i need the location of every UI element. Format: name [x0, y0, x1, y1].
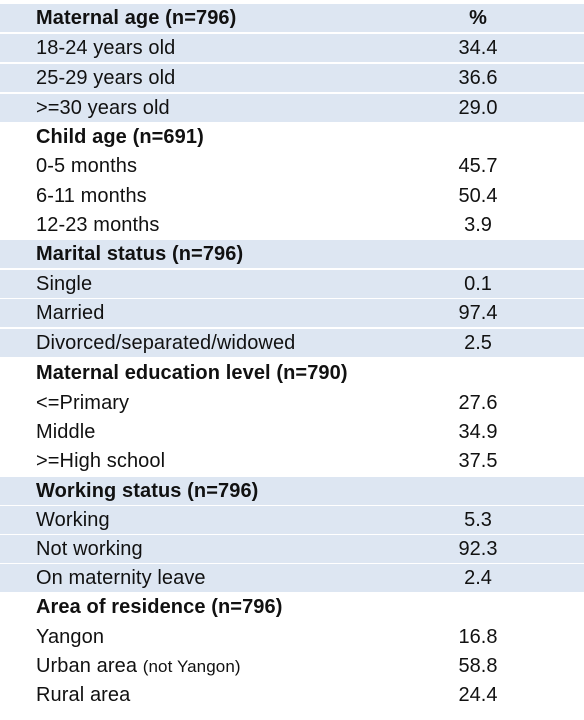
row-value: 2.5	[464, 331, 492, 354]
row-value: 92.3	[458, 537, 498, 560]
row-label: Yangon	[36, 625, 105, 648]
row-value: 97.4	[458, 301, 498, 324]
table-row: Urban area (not Yangon) 58.8	[0, 652, 584, 680]
section-title: Maternal age (n=796)	[36, 6, 237, 29]
table-row: 0-5 months 45.7	[0, 152, 584, 180]
row-label: 18-24 years old	[36, 36, 176, 59]
table-row: 12-23 months 3.9	[0, 211, 584, 239]
row-value: 58.8	[458, 654, 498, 677]
table-row: 18-24 years old 34.4	[0, 34, 584, 62]
row-label: 12-23 months	[36, 213, 160, 236]
section-header-maternal-age: Maternal age (n=796) %	[0, 4, 584, 32]
row-label: >=30 years old	[36, 96, 170, 119]
row-value: 5.3	[464, 508, 492, 531]
table-row: Working 5.3	[0, 506, 584, 534]
row-value: 29.0	[458, 96, 498, 119]
table-row: >=30 years old 29.0	[0, 94, 584, 122]
row-value: 34.9	[458, 420, 498, 443]
table-row: Yangon 16.8	[0, 623, 584, 651]
table-row: Single 0.1	[0, 270, 584, 298]
row-value: 2.4	[464, 566, 492, 589]
row-label: Rural area	[36, 683, 131, 706]
row-value: 37.5	[458, 449, 498, 472]
section-title: Working status (n=796)	[36, 479, 259, 502]
row-label: Divorced/separated/widowed	[36, 331, 296, 354]
section-title: Area of residence (n=796)	[36, 595, 283, 618]
table-row: <=Primary 27.6	[0, 389, 584, 417]
section-header-working-status: Working status (n=796)	[0, 477, 584, 505]
table-row: Middle 34.9	[0, 418, 584, 446]
table-row: Rural area 24.4	[0, 681, 584, 709]
table-row: On maternity leave 2.4	[0, 564, 584, 592]
column-header-percent: %	[469, 6, 487, 29]
row-label-note: (not Yangon)	[142, 656, 241, 676]
section-title: Child age (n=691)	[36, 125, 204, 148]
row-label: Married	[36, 301, 105, 324]
row-value: 16.8	[458, 625, 498, 648]
section-header-child-age: Child age (n=691)	[0, 123, 584, 151]
row-value: 24.4	[458, 683, 498, 706]
row-label: Middle	[36, 420, 96, 443]
row-value: 45.7	[458, 154, 498, 177]
row-value: 0.1	[464, 272, 492, 295]
section-title: Maternal education level (n=790)	[36, 361, 348, 384]
table-row: 6-11 months 50.4	[0, 182, 584, 210]
row-label: >=High school	[36, 449, 166, 472]
row-label: <=Primary	[36, 391, 130, 414]
row-label: Single	[36, 272, 93, 295]
section-header-education: Maternal education level (n=790)	[0, 359, 584, 387]
row-label-main: Urban area	[36, 654, 138, 677]
row-value: 3.9	[464, 213, 492, 236]
row-label: On maternity leave	[36, 566, 206, 589]
table-row: >=High school 37.5	[0, 447, 584, 475]
row-value: 50.4	[458, 184, 498, 207]
row-label: 6-11 months	[36, 184, 147, 207]
row-label: 0-5 months	[36, 154, 138, 177]
row-value: 34.4	[458, 36, 498, 59]
row-label: Urban area (not Yangon)	[36, 655, 241, 678]
table-row: Not working 92.3	[0, 535, 584, 563]
row-value: 27.6	[458, 391, 498, 414]
table-row: Divorced/separated/widowed 2.5	[0, 329, 584, 357]
section-header-area-of-residence: Area of residence (n=796)	[0, 593, 584, 621]
row-label: Not working	[36, 537, 143, 560]
row-value: 36.6	[458, 66, 498, 89]
table-row: Married 97.4	[0, 299, 584, 327]
table-row: 25-29 years old 36.6	[0, 64, 584, 92]
section-header-marital-status: Marital status (n=796)	[0, 240, 584, 268]
section-title: Marital status (n=796)	[36, 242, 244, 265]
row-label: 25-29 years old	[36, 66, 176, 89]
row-label: Working	[36, 508, 110, 531]
